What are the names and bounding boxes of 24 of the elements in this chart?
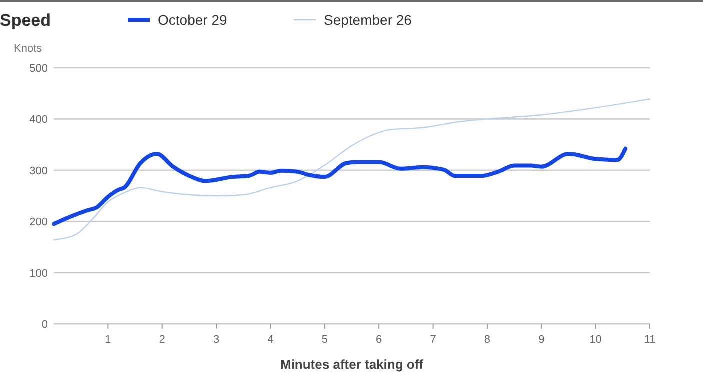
legend-label: September 26 — [324, 12, 412, 28]
y-tick-label: 200 — [30, 216, 48, 229]
x-tick-label: 8 — [484, 334, 491, 346]
y-tick-label: 0 — [42, 319, 48, 331]
x-tick-label: 6 — [376, 334, 382, 346]
x-tick-label: 4 — [268, 334, 274, 346]
x-axis-title: Minutes after taking off — [280, 357, 424, 372]
x-tick-label: 7 — [430, 334, 436, 346]
x-tick-label: 10 — [590, 334, 602, 346]
line-series — [53, 98, 651, 241]
x-tick-label: 1 — [105, 334, 112, 346]
legend-label: October 29 — [158, 12, 228, 28]
x-tick-label: 5 — [322, 334, 328, 346]
x-tick-label: 3 — [213, 334, 220, 346]
line-series — [52, 146, 628, 226]
y-axis-title: Knots — [14, 43, 43, 55]
chart-title: Speed — [0, 11, 52, 30]
x-tick-label: 2 — [159, 334, 166, 346]
y-tick-label: 400 — [30, 114, 48, 126]
y-tick-label: 100 — [30, 268, 48, 280]
x-tick-label: 11 — [644, 334, 656, 346]
x-tick-label: 9 — [538, 334, 545, 346]
y-tick-label: 500 — [30, 63, 48, 75]
y-tick-label: 300 — [30, 165, 48, 178]
